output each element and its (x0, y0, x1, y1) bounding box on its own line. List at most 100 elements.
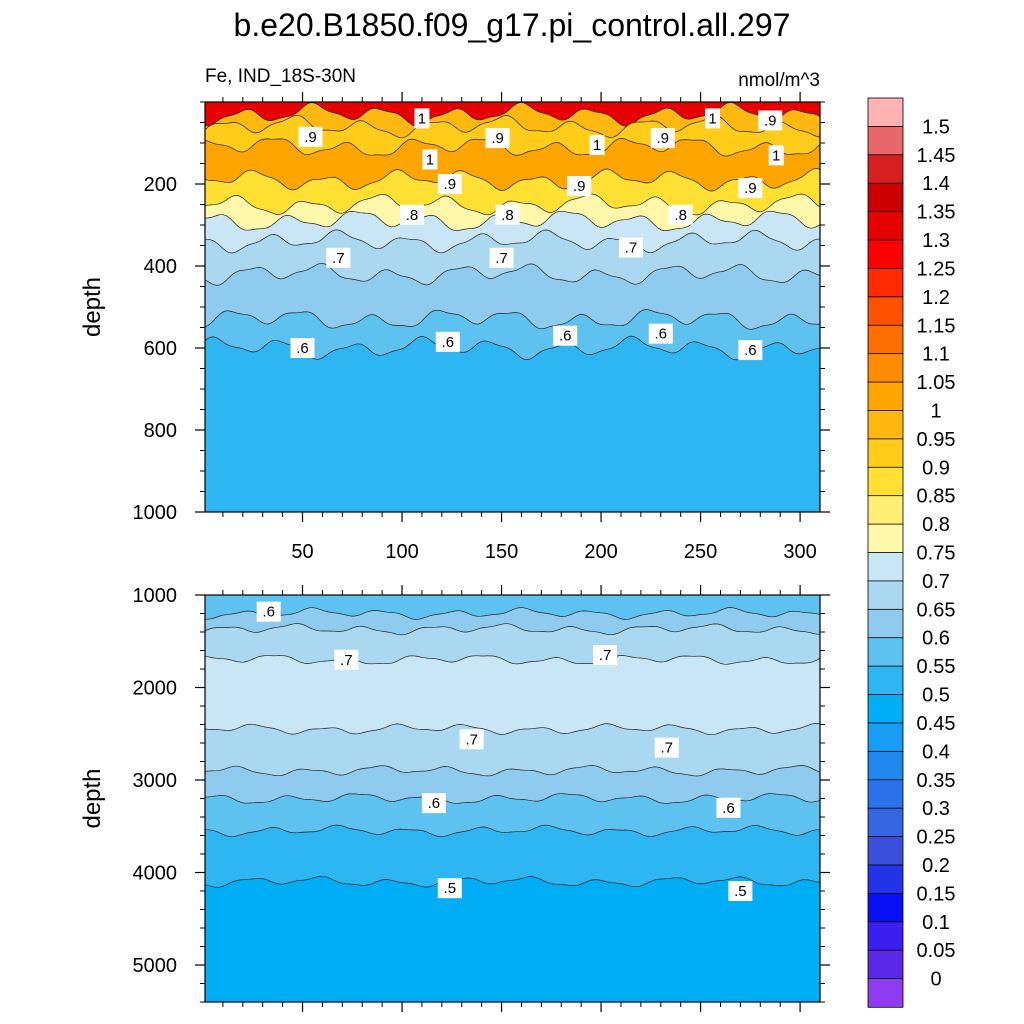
svg-text:.6: .6 (442, 334, 455, 351)
colorbar-swatch (867, 580, 904, 611)
contour-label: .7 (459, 729, 484, 750)
colorbar-swatch (867, 182, 904, 213)
colorbar-label: 0.6 (922, 628, 950, 650)
colorbar-swatch (867, 949, 904, 980)
svg-text:.6: .6 (655, 326, 668, 343)
contour-band (205, 263, 820, 330)
y-tick-label: 600 (144, 338, 177, 360)
contour-label: .9 (650, 128, 675, 149)
colorbar-swatch (867, 296, 904, 326)
colorbar-swatch (867, 637, 904, 667)
contour-label: 1 (422, 149, 438, 170)
contour-label: .5 (437, 878, 462, 899)
contour-band (205, 309, 820, 360)
contour-label: .7 (334, 649, 359, 670)
colorbar-swatch (867, 154, 904, 184)
colorbar-label: 1.1 (922, 344, 950, 366)
svg-text:.8: .8 (501, 207, 514, 224)
contour-band (205, 102, 820, 138)
contour-label: .6 (716, 797, 741, 818)
contour-label: .6 (553, 325, 578, 346)
colorbar-swatch (867, 750, 904, 781)
x-tick-label: 300 (783, 541, 816, 563)
contour-line (205, 138, 820, 157)
colorbar-label: 1.15 (917, 315, 956, 337)
contour-label: .7 (654, 737, 679, 758)
colorbar-label: 1.45 (917, 145, 956, 167)
colorbar-swatch (867, 807, 904, 838)
contour-label: .7 (593, 645, 618, 666)
y-tick-label: 400 (144, 256, 177, 278)
colorbar-label: 0.2 (922, 855, 950, 877)
svg-text:.7: .7 (625, 240, 638, 257)
colorbar-label: 1.05 (917, 372, 956, 394)
colorbar-label: 0.8 (922, 514, 950, 536)
contour-label: .5 (728, 881, 753, 901)
contour-label: .9 (567, 176, 592, 197)
colorbar-label: 0.05 (917, 940, 956, 962)
colorbar-label: 1 (930, 400, 941, 422)
svg-text:1: 1 (418, 110, 426, 127)
contour-line (205, 309, 820, 330)
contour-label: .6 (421, 793, 446, 814)
colorbar-swatch (867, 921, 904, 951)
y-axis-label: depth (79, 277, 106, 337)
y-tick-label: 3000 (133, 770, 178, 792)
contour-label: .6 (435, 331, 460, 352)
colorbar-swatch (867, 438, 904, 468)
contour-band (205, 765, 820, 804)
contour-band (205, 723, 820, 776)
colorbar-label: 1.4 (922, 173, 950, 195)
contour-label: .9 (298, 126, 323, 147)
y-tick-label: 200 (144, 174, 177, 196)
contour-label: .8 (668, 204, 693, 225)
svg-text:1: 1 (772, 147, 780, 164)
contour-band (205, 607, 820, 635)
contour-label: .9 (437, 174, 462, 194)
svg-text:.9: .9 (304, 129, 317, 146)
contour-label: .6 (290, 338, 315, 358)
svg-text:.9: .9 (491, 130, 504, 147)
colorbar-swatch (867, 495, 904, 525)
contour-line (205, 655, 820, 665)
contour-line (205, 262, 820, 286)
svg-text:.6: .6 (722, 800, 735, 817)
svg-text:1: 1 (426, 151, 434, 168)
contour-band (205, 211, 820, 254)
colorbar-label: 0.35 (917, 770, 956, 792)
colorbar-swatch (867, 324, 904, 355)
x-tick-label: 250 (684, 541, 717, 563)
colorbar-swatch (867, 353, 904, 383)
variable-region-label: Fe, IND_18S-30N (205, 66, 356, 87)
y-tick-label: 800 (144, 420, 177, 442)
svg-text:.7: .7 (599, 647, 612, 664)
contour-band (205, 793, 820, 837)
colorbar-label: 1.25 (917, 258, 956, 280)
contour-label: .6 (738, 340, 763, 361)
colorbar-swatch (867, 608, 904, 639)
contour-line (205, 229, 820, 254)
colorbar-swatch (867, 268, 904, 298)
colorbar-swatch (867, 779, 904, 809)
colorbar-label: 1.35 (917, 202, 956, 224)
colorbar-label: 0.95 (917, 429, 956, 451)
chart-title: b.e20.B1850.f09_g17.pi_control.all.297 (234, 7, 791, 43)
contour-line (205, 793, 820, 804)
colorbar-label: 0.75 (917, 543, 956, 565)
colorbar-swatch (867, 211, 904, 241)
colorbar-label: 0.1 (922, 912, 950, 934)
contour-band (205, 138, 820, 192)
contour-label: 1 (768, 145, 784, 166)
contour-band (205, 876, 820, 1002)
upper-ocean-panel: 1 .9 .9 1 .9 1 .9 1 .9 .9 .9 1 .8 .8 .8 .7 .7 .7 .6 .6 .6 .6.… (79, 92, 830, 563)
x-tick-label: 150 (485, 541, 518, 563)
contour-band (205, 623, 820, 665)
colorbar-swatch (867, 381, 904, 412)
contour-line (205, 623, 820, 636)
contour-label: .6 (648, 323, 673, 344)
svg-text:.6: .6 (296, 340, 309, 357)
x-tick-label: 200 (584, 541, 617, 563)
svg-text:.9: .9 (444, 176, 457, 193)
contour-label: 1 (705, 108, 721, 129)
